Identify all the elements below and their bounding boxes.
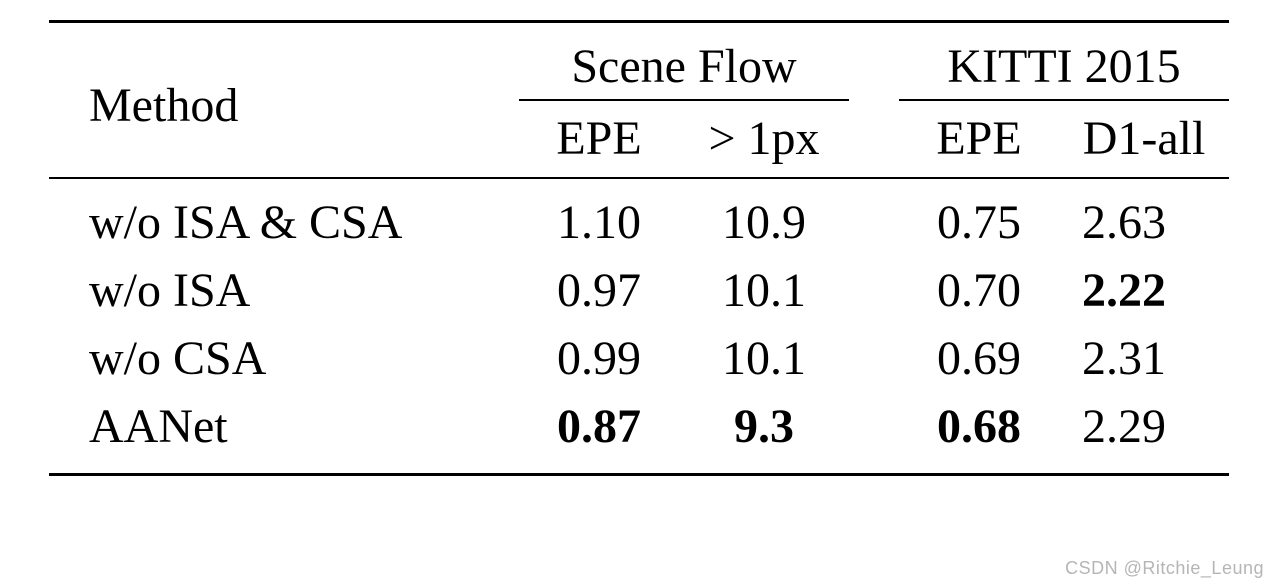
- col-header-sf-epe: EPE: [519, 101, 679, 178]
- cell-k-d1: 2.22: [1059, 257, 1229, 325]
- cell-k-epe: 0.68: [899, 393, 1059, 473]
- cell-sf-1px: 10.1: [679, 257, 849, 325]
- table-row: AANet 0.87 9.3 0.68 2.29: [49, 393, 1229, 473]
- cell-sf-epe: 1.10: [519, 179, 679, 257]
- table-container: Method Scene Flow KITTI 2015 EPE > 1px E…: [0, 20, 1278, 585]
- cell-k-epe: 0.69: [899, 325, 1059, 393]
- cell-k-epe: 0.70: [899, 257, 1059, 325]
- table-row: w/o ISA 0.97 10.1 0.70 2.22: [49, 257, 1229, 325]
- cell-sf-1px: 10.1: [679, 325, 849, 393]
- col-header-sf-1px: > 1px: [679, 101, 849, 178]
- col-header-k-epe: EPE: [899, 101, 1059, 178]
- col-header-method: Method: [49, 23, 469, 178]
- cell-k-d1: 2.31: [1059, 325, 1229, 393]
- col-group-kitti: KITTI 2015: [899, 23, 1229, 100]
- cell-sf-epe: 0.99: [519, 325, 679, 393]
- cell-sf-1px: 10.9: [679, 179, 849, 257]
- col-header-k-d1: D1-all: [1059, 101, 1229, 178]
- col-group-sceneflow: Scene Flow: [519, 23, 849, 100]
- table-row: w/o CSA 0.99 10.1 0.69 2.31: [49, 325, 1229, 393]
- header-row-groups: Method Scene Flow KITTI 2015: [49, 23, 1229, 100]
- cell-sf-epe: 0.87: [519, 393, 679, 473]
- cell-method: w/o ISA: [49, 257, 469, 325]
- cell-k-d1: 2.63: [1059, 179, 1229, 257]
- cell-k-d1: 2.29: [1059, 393, 1229, 473]
- watermark-text: CSDN @Ritchie_Leung: [1065, 558, 1264, 579]
- cell-sf-epe: 0.97: [519, 257, 679, 325]
- cell-sf-1px: 9.3: [679, 393, 849, 473]
- results-table: Method Scene Flow KITTI 2015 EPE > 1px E…: [49, 20, 1229, 476]
- table-row: w/o ISA & CSA 1.10 10.9 0.75 2.63: [49, 179, 1229, 257]
- cell-method: w/o CSA: [49, 325, 469, 393]
- cell-k-epe: 0.75: [899, 179, 1059, 257]
- cell-method: w/o ISA & CSA: [49, 179, 469, 257]
- cell-method: AANet: [49, 393, 469, 473]
